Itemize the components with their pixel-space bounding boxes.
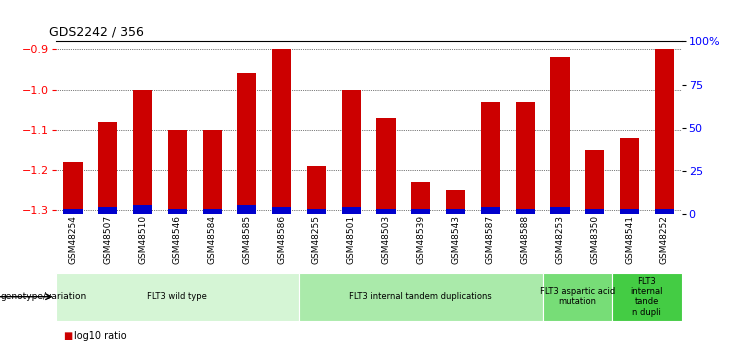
- Bar: [612, 273, 682, 321]
- Bar: [167, 209, 187, 214]
- Text: GSM48501: GSM48501: [347, 215, 356, 264]
- Text: GSM48546: GSM48546: [173, 215, 182, 264]
- Bar: [342, 90, 361, 214]
- Bar: [411, 209, 431, 214]
- Bar: [376, 209, 396, 214]
- Bar: [202, 130, 222, 214]
- Bar: [655, 209, 674, 214]
- Text: log10 ratio: log10 ratio: [74, 331, 127, 341]
- Text: GDS2242 / 356: GDS2242 / 356: [50, 26, 144, 39]
- Bar: [237, 73, 256, 214]
- Bar: [446, 209, 465, 214]
- Bar: [620, 138, 639, 214]
- Bar: [307, 166, 326, 214]
- Bar: [202, 209, 222, 214]
- Text: GSM48588: GSM48588: [521, 215, 530, 264]
- Bar: [446, 190, 465, 214]
- Bar: [99, 122, 117, 214]
- Bar: [655, 49, 674, 214]
- Text: GSM48254: GSM48254: [68, 215, 78, 264]
- Bar: [342, 207, 361, 214]
- Bar: [585, 150, 605, 214]
- Bar: [411, 182, 431, 214]
- Bar: [64, 162, 82, 214]
- Text: GSM48350: GSM48350: [591, 215, 599, 264]
- Text: GSM48585: GSM48585: [242, 215, 251, 264]
- Text: GSM48255: GSM48255: [312, 215, 321, 264]
- Bar: [481, 207, 500, 214]
- Text: GSM48252: GSM48252: [659, 215, 669, 264]
- Text: genotype/variation: genotype/variation: [1, 292, 87, 301]
- Bar: [376, 118, 396, 214]
- Text: FLT3 internal tandem duplications: FLT3 internal tandem duplications: [350, 292, 492, 301]
- Text: GSM48507: GSM48507: [103, 215, 112, 264]
- Bar: [56, 273, 299, 321]
- Text: GSM48587: GSM48587: [486, 215, 495, 264]
- Bar: [272, 207, 291, 214]
- Text: FLT3 wild type: FLT3 wild type: [147, 292, 207, 301]
- Text: GSM48586: GSM48586: [277, 215, 286, 264]
- Text: GSM48253: GSM48253: [556, 215, 565, 264]
- Bar: [64, 209, 82, 214]
- Bar: [542, 273, 612, 321]
- Bar: [551, 58, 570, 214]
- Text: GSM48543: GSM48543: [451, 215, 460, 264]
- Bar: [167, 130, 187, 214]
- Text: ■: ■: [63, 331, 72, 341]
- Bar: [272, 49, 291, 214]
- Text: FLT3 aspartic acid
mutation: FLT3 aspartic acid mutation: [539, 287, 615, 306]
- Bar: [516, 101, 535, 214]
- Bar: [551, 207, 570, 214]
- Bar: [516, 209, 535, 214]
- Text: GSM48584: GSM48584: [207, 215, 216, 264]
- Bar: [481, 101, 500, 214]
- Bar: [620, 209, 639, 214]
- Text: GSM48510: GSM48510: [138, 215, 147, 264]
- Text: FLT3
internal
tande
n dupli: FLT3 internal tande n dupli: [631, 277, 663, 317]
- Text: GSM48503: GSM48503: [382, 215, 391, 264]
- Bar: [133, 205, 152, 214]
- Bar: [237, 205, 256, 214]
- Text: GSM48541: GSM48541: [625, 215, 634, 264]
- Bar: [585, 209, 605, 214]
- Text: GSM48539: GSM48539: [416, 215, 425, 264]
- Bar: [307, 209, 326, 214]
- Bar: [99, 207, 117, 214]
- Bar: [299, 273, 542, 321]
- Bar: [133, 90, 152, 214]
